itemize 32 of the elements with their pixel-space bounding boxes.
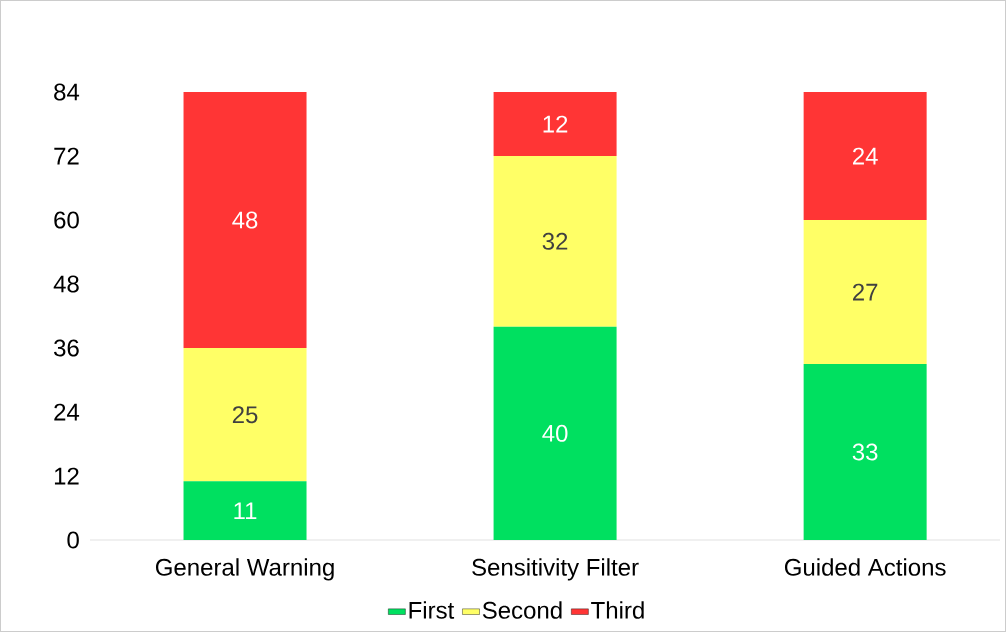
bar xyxy=(803,220,927,364)
x-tick-label: Sensitivity Filter xyxy=(472,558,639,581)
x-tick-label: General Warning xyxy=(155,558,334,581)
y-tick-label: 48 xyxy=(53,275,79,293)
data-label: 48 xyxy=(232,211,258,229)
y-tick-label: 72 xyxy=(54,147,79,165)
data-label: 24 xyxy=(853,147,878,165)
y-tick-label: 12 xyxy=(54,467,79,485)
legend-label: Second xyxy=(482,601,562,619)
data-label: 32 xyxy=(542,232,568,250)
x-tick-label: Guided Actions xyxy=(784,558,946,576)
y-tick-label: 24 xyxy=(54,403,80,421)
data-label: 40 xyxy=(542,424,568,442)
y-tick-label: 0 xyxy=(67,531,79,549)
data-label: 11 xyxy=(234,502,257,519)
y-tick-label: 84 xyxy=(54,83,80,101)
bar xyxy=(493,92,617,156)
data-label: 27 xyxy=(853,283,878,301)
bar xyxy=(803,364,927,540)
bar xyxy=(183,92,307,348)
bar xyxy=(493,156,617,327)
bar xyxy=(183,481,307,540)
data-label: 12 xyxy=(543,115,568,133)
bar xyxy=(183,348,307,482)
y-tick-label: 60 xyxy=(54,211,79,229)
legend-label: First xyxy=(409,601,455,619)
y-tick-label: 36 xyxy=(54,339,79,357)
data-label: 33 xyxy=(852,443,878,461)
legend-label: Third xyxy=(591,601,644,619)
bar xyxy=(803,92,927,220)
data-label: 25 xyxy=(232,406,258,424)
bar xyxy=(493,326,617,540)
